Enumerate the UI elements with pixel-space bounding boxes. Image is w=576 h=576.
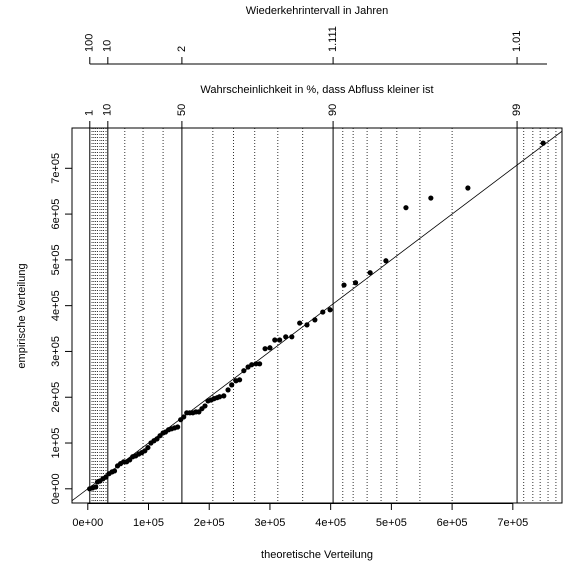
data-point — [249, 362, 255, 368]
data-point — [111, 468, 118, 474]
y-tick-label: 2e+05 — [50, 382, 62, 413]
probability-axis-title: Wahrscheinlichkeit in %, dass Abfluss kl… — [200, 84, 433, 96]
data-point — [540, 140, 546, 146]
data-point — [277, 337, 283, 343]
data-point — [267, 345, 273, 351]
data-point — [367, 270, 373, 276]
data-point — [428, 195, 434, 201]
y-tick-label: 0e+00 — [50, 473, 62, 504]
data-point — [304, 322, 310, 328]
data-point — [403, 205, 409, 211]
probability-tick-label: 90 — [327, 104, 339, 116]
x-tick-label: 4e+05 — [315, 517, 346, 529]
y-tick-label: 1e+05 — [50, 428, 62, 459]
y-tick-label: 3e+05 — [50, 336, 62, 367]
data-point — [145, 444, 151, 451]
data-point — [272, 337, 278, 343]
data-point — [297, 320, 303, 326]
x-tick-label: 6e+05 — [437, 517, 468, 529]
data-point — [236, 377, 243, 383]
return-period-tick-label: 10 — [102, 40, 114, 52]
x-tick-label: 1e+05 — [133, 517, 164, 529]
data-point — [283, 334, 289, 340]
y-tick-label: 4e+05 — [50, 290, 62, 321]
data-point — [229, 382, 235, 388]
data-point — [202, 403, 208, 409]
x-tick-label: 3e+05 — [254, 517, 285, 529]
data-point — [257, 361, 263, 367]
return-period-tick-label: 100 — [84, 34, 96, 52]
x-tick-label: 5e+05 — [376, 517, 407, 529]
y-axis-label: empirische Verteilung — [16, 263, 28, 368]
data-point — [352, 280, 359, 286]
y-tick-label: 7e+05 — [50, 153, 62, 184]
data-point — [181, 414, 187, 420]
y-tick-label: 6e+05 — [50, 199, 62, 230]
data-point — [253, 361, 259, 367]
data-point — [221, 393, 227, 399]
y-tick-label: 5e+05 — [50, 244, 62, 275]
probability-tick-label: 50 — [176, 104, 188, 116]
probability-tick-label: 10 — [102, 104, 114, 116]
return-period-tick-label: 1.111 — [327, 26, 339, 52]
x-tick-label: 7e+05 — [497, 517, 528, 529]
reference-line — [72, 130, 562, 502]
data-point — [383, 258, 389, 264]
data-point — [289, 334, 295, 340]
probability-tick-label: 1 — [84, 110, 96, 116]
data-point — [327, 307, 333, 313]
x-axis-label: theoretische Verteilung — [261, 549, 373, 561]
return-period-tick-label: 2 — [176, 46, 188, 52]
return-period-tick-label: 1.01 — [511, 31, 523, 52]
x-tick-label: 0e+00 — [72, 517, 103, 529]
data-point — [262, 346, 268, 352]
probability-tick-label: 99 — [511, 104, 523, 116]
data-point — [175, 424, 181, 430]
return-period-axis-title: Wiederkehrintervall in Jahren — [246, 5, 388, 17]
data-point — [320, 309, 326, 315]
data-point — [465, 185, 471, 191]
data-point — [341, 282, 347, 288]
data-point — [216, 394, 223, 400]
data-point — [241, 368, 247, 374]
data-point — [225, 387, 231, 393]
data-point — [312, 317, 318, 323]
x-tick-label: 2e+05 — [194, 517, 225, 529]
data-point — [93, 484, 99, 490]
